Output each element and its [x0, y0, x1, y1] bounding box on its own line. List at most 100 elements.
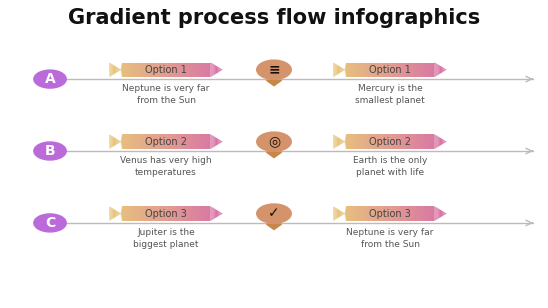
- Polygon shape: [390, 63, 391, 77]
- Polygon shape: [435, 135, 437, 148]
- Polygon shape: [439, 65, 440, 75]
- Polygon shape: [196, 135, 197, 149]
- Polygon shape: [363, 135, 364, 149]
- Polygon shape: [162, 206, 163, 221]
- Polygon shape: [124, 63, 125, 77]
- Polygon shape: [167, 206, 168, 221]
- Polygon shape: [405, 63, 406, 77]
- Polygon shape: [334, 63, 335, 76]
- Polygon shape: [378, 206, 379, 221]
- Polygon shape: [193, 206, 195, 221]
- Polygon shape: [426, 63, 427, 77]
- Polygon shape: [357, 135, 358, 149]
- Polygon shape: [374, 206, 375, 221]
- Polygon shape: [393, 206, 395, 221]
- Polygon shape: [340, 139, 341, 145]
- Polygon shape: [351, 135, 352, 149]
- Polygon shape: [371, 63, 372, 77]
- Polygon shape: [372, 63, 373, 77]
- Polygon shape: [133, 63, 134, 77]
- Polygon shape: [405, 135, 406, 149]
- Polygon shape: [421, 135, 422, 149]
- Polygon shape: [113, 136, 114, 147]
- Polygon shape: [180, 135, 181, 149]
- Polygon shape: [401, 206, 402, 221]
- Polygon shape: [185, 135, 186, 149]
- Polygon shape: [218, 139, 219, 144]
- Polygon shape: [397, 63, 398, 77]
- Polygon shape: [405, 206, 406, 221]
- Polygon shape: [215, 209, 216, 218]
- Polygon shape: [196, 63, 197, 77]
- Polygon shape: [421, 206, 422, 221]
- Polygon shape: [391, 135, 392, 149]
- Polygon shape: [115, 66, 116, 74]
- Polygon shape: [153, 63, 155, 77]
- Polygon shape: [138, 135, 139, 149]
- Text: C: C: [45, 216, 55, 230]
- Polygon shape: [349, 135, 350, 149]
- Polygon shape: [208, 63, 209, 77]
- Polygon shape: [195, 63, 196, 77]
- Polygon shape: [416, 63, 417, 77]
- Polygon shape: [400, 135, 401, 149]
- Polygon shape: [179, 135, 180, 149]
- Polygon shape: [444, 140, 446, 143]
- Polygon shape: [218, 67, 219, 72]
- Polygon shape: [356, 63, 357, 77]
- Polygon shape: [164, 206, 165, 221]
- Polygon shape: [398, 63, 399, 77]
- Polygon shape: [201, 63, 202, 77]
- Polygon shape: [393, 63, 395, 77]
- Polygon shape: [406, 63, 407, 77]
- Polygon shape: [185, 63, 186, 77]
- Polygon shape: [199, 63, 200, 77]
- Polygon shape: [372, 206, 373, 221]
- Polygon shape: [410, 135, 412, 149]
- Polygon shape: [197, 63, 198, 77]
- Polygon shape: [375, 135, 376, 149]
- Polygon shape: [127, 135, 128, 149]
- Polygon shape: [191, 135, 192, 149]
- Polygon shape: [351, 63, 352, 77]
- Polygon shape: [441, 138, 442, 145]
- Polygon shape: [216, 209, 217, 218]
- Polygon shape: [440, 209, 441, 218]
- Polygon shape: [375, 206, 376, 221]
- Polygon shape: [348, 206, 349, 221]
- Polygon shape: [190, 63, 191, 77]
- Polygon shape: [181, 63, 182, 77]
- Polygon shape: [192, 135, 193, 149]
- Polygon shape: [158, 63, 159, 77]
- Polygon shape: [136, 63, 138, 77]
- Polygon shape: [167, 63, 168, 77]
- Polygon shape: [338, 209, 339, 218]
- Polygon shape: [352, 63, 354, 77]
- Polygon shape: [152, 135, 153, 149]
- Polygon shape: [144, 206, 145, 221]
- Polygon shape: [421, 63, 422, 77]
- Polygon shape: [147, 135, 148, 149]
- Polygon shape: [156, 206, 157, 221]
- Polygon shape: [358, 63, 359, 77]
- Polygon shape: [354, 135, 355, 149]
- Polygon shape: [426, 206, 427, 221]
- Polygon shape: [399, 206, 400, 221]
- Polygon shape: [388, 63, 389, 77]
- Polygon shape: [370, 63, 371, 77]
- Polygon shape: [151, 135, 152, 149]
- Polygon shape: [368, 135, 370, 149]
- Polygon shape: [399, 135, 400, 149]
- Polygon shape: [181, 206, 182, 221]
- Polygon shape: [440, 66, 441, 74]
- Polygon shape: [113, 65, 114, 75]
- Polygon shape: [114, 137, 115, 146]
- Polygon shape: [340, 67, 341, 73]
- Polygon shape: [426, 135, 427, 149]
- Polygon shape: [176, 63, 178, 77]
- Polygon shape: [431, 206, 432, 221]
- Polygon shape: [422, 206, 423, 221]
- Polygon shape: [382, 135, 383, 149]
- Text: Neptune is very far
from the Sun: Neptune is very far from the Sun: [346, 228, 433, 249]
- Polygon shape: [437, 63, 438, 76]
